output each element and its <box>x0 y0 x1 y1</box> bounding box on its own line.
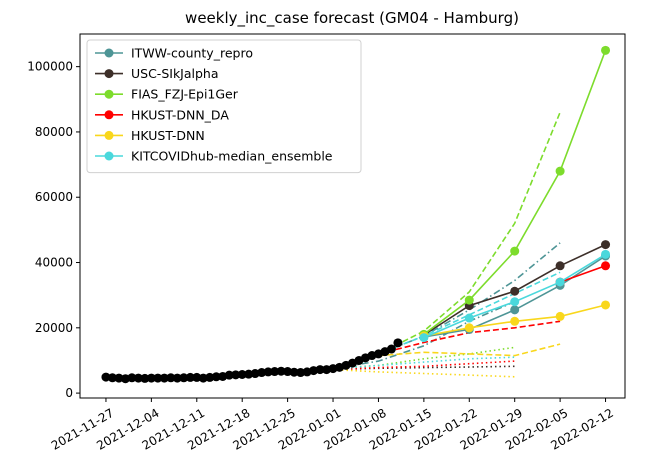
y-tick-label: 80000 <box>35 125 73 139</box>
truth-point <box>244 369 254 379</box>
legend-marker <box>104 69 114 79</box>
series-line-3 <box>559 265 606 283</box>
truth-point <box>205 372 215 382</box>
legend-marker <box>104 151 114 161</box>
series-point-5 <box>555 277 565 287</box>
truth-point <box>257 368 267 378</box>
y-tick-label: 60000 <box>35 190 73 204</box>
legend-label: FIAS_FZJ-Epi1Ger <box>131 87 239 102</box>
series-point-5 <box>510 297 520 307</box>
forecast-line-1-0 <box>332 365 515 371</box>
truth-point <box>127 373 137 383</box>
truth-point <box>192 372 202 382</box>
forecast-line-3-1 <box>332 360 515 371</box>
series-point-2 <box>510 246 520 256</box>
truth-point <box>153 373 163 383</box>
truth-point <box>133 373 143 383</box>
legend-label: USC-SIkJalpha <box>131 66 219 81</box>
series-point-3 <box>601 261 611 271</box>
truth-point <box>237 369 247 379</box>
series-point-5 <box>464 313 474 323</box>
truth-point <box>263 367 273 377</box>
series-layer <box>101 45 611 384</box>
truth-point <box>114 373 124 383</box>
series-point-4 <box>555 311 565 321</box>
series-point-4 <box>510 316 520 326</box>
truth-point <box>185 372 195 382</box>
series-point-2 <box>601 45 611 55</box>
legend-marker <box>104 130 114 140</box>
forecast-line-2-1 <box>332 346 515 370</box>
forecast-line-5-0 <box>378 271 561 355</box>
truth-point <box>101 372 111 382</box>
truth-point <box>386 344 396 354</box>
y-axis: 0 20000 40000 60000 80000 100000 <box>27 60 80 400</box>
y-tick-label: 40000 <box>35 256 73 270</box>
series-point-4 <box>601 300 611 310</box>
truth-point <box>107 373 117 383</box>
truth-point <box>289 367 299 377</box>
chart-title: weekly_inc_case forecast (GM04 - Hamburg… <box>185 9 519 28</box>
series-point-0 <box>510 305 520 315</box>
truth-point <box>166 373 176 383</box>
truth-point <box>179 373 189 383</box>
y-tick-label: 0 <box>65 386 73 400</box>
truth-point <box>270 367 280 377</box>
x-axis: 2021-11-272021-12-042021-12-112021-12-18… <box>49 398 616 453</box>
truth-point <box>172 373 182 383</box>
forecast-line-2-0 <box>378 111 561 355</box>
series-point-1 <box>510 286 520 296</box>
truth-point <box>224 370 234 380</box>
truth-point <box>283 367 293 377</box>
series-point-4 <box>464 323 474 333</box>
series-point-1 <box>601 240 611 250</box>
plot-frame <box>79 33 626 399</box>
legend-label: HKUST-DNN_DA <box>131 107 229 122</box>
truth-point <box>211 372 221 382</box>
truth-point <box>276 366 286 376</box>
legend-label: ITWW-county_repro <box>131 46 253 61</box>
legend-label: HKUST-DNN <box>131 128 205 143</box>
series-point-5 <box>601 249 611 259</box>
truth-point <box>159 373 169 383</box>
legend-label: KITCOVIDhub-median_ensemble <box>131 149 333 164</box>
y-tick-label: 100000 <box>27 60 73 74</box>
y-tick-label: 20000 <box>35 321 73 335</box>
series-point-2 <box>555 166 565 176</box>
legend-marker <box>104 110 114 120</box>
legend-marker <box>104 89 114 99</box>
truth-point <box>146 373 156 383</box>
forecast-line-4-0 <box>378 343 561 357</box>
series-point-2 <box>464 295 474 305</box>
truth-point <box>231 370 241 380</box>
truth-point <box>393 338 403 348</box>
forecast-line-4-1 <box>332 368 515 378</box>
truth-point <box>315 365 325 375</box>
series-point-1 <box>555 261 565 271</box>
truth-point <box>198 373 208 383</box>
truth-point <box>296 368 306 378</box>
forecast-line-0-0 <box>332 300 516 370</box>
legend-box <box>86 39 362 174</box>
series-point-5 <box>419 333 429 343</box>
plot-area <box>79 33 626 399</box>
legend: ITWW-county_repro USC-SIkJalpha FIAS_FZJ-E… <box>86 39 362 174</box>
legend-marker <box>104 48 114 58</box>
forecast-line-5-1 <box>332 356 515 370</box>
truth-point <box>140 373 150 383</box>
